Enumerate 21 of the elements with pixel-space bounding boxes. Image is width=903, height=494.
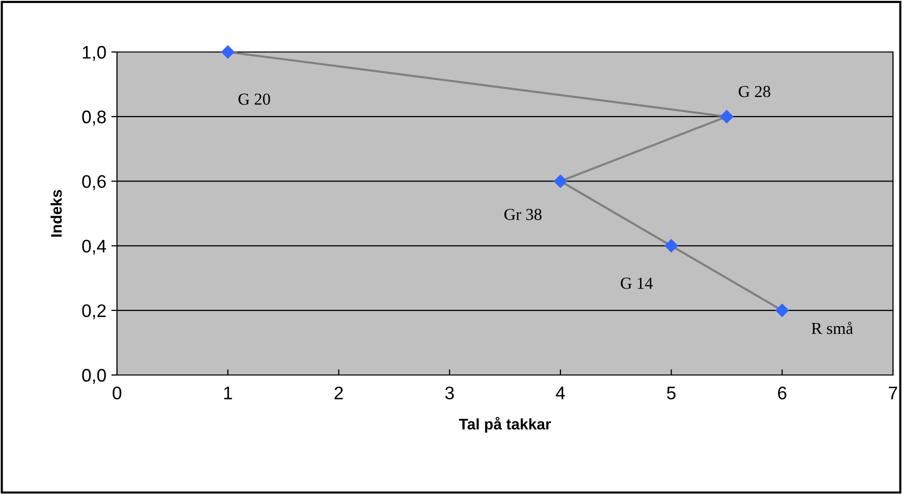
x-axis-title: Tal på takkar	[459, 416, 551, 433]
x-tick-label: 7	[888, 386, 898, 400]
y-tick-label: 0,4	[82, 240, 106, 255]
annotation: G 20	[238, 94, 270, 105]
x-tick-label: 4	[556, 386, 565, 400]
y-axis-title: Indeks	[50, 190, 62, 237]
x-tick-label: 5	[666, 386, 676, 400]
x-tick-label: 2	[334, 386, 343, 400]
annotation: G 28	[738, 86, 770, 98]
y-tick-label: 1,0	[82, 46, 106, 61]
y-tick-label: 0,2	[82, 304, 106, 320]
annotation: R små	[812, 322, 853, 334]
x-tick-label: 6	[778, 386, 786, 400]
annotation: Gr 38	[504, 208, 542, 220]
x-tick-label: 3	[445, 386, 454, 400]
y-tick-label: 0,8	[82, 110, 106, 126]
x-tick-label: 0	[112, 386, 122, 400]
y-tick-label: 0,0	[82, 368, 106, 384]
y-tick-label: 0,6	[82, 175, 106, 190]
x-tick-label: 1	[224, 386, 232, 400]
annotation: G 14	[620, 278, 653, 289]
